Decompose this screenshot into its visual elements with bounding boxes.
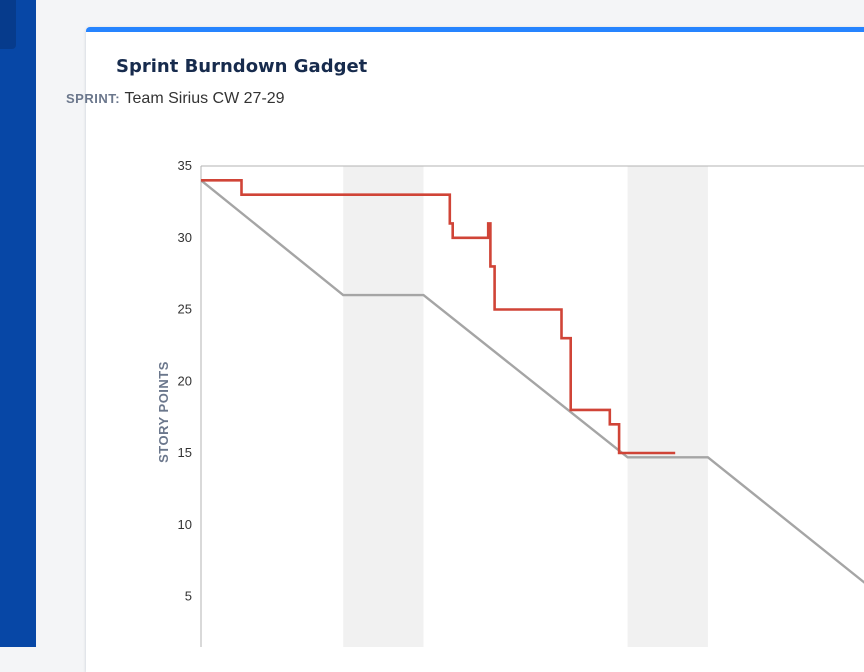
y-tick-label: 25 bbox=[178, 302, 192, 317]
y-axis-label: STORY POINTS bbox=[156, 361, 171, 463]
y-tick-label: 20 bbox=[178, 373, 192, 388]
y-tick-label: 15 bbox=[178, 445, 192, 460]
y-tick-label: 10 bbox=[178, 517, 192, 532]
non-working-day-band bbox=[343, 166, 424, 647]
gadget-title: Sprint Burndown Gadget bbox=[116, 56, 368, 77]
sprint-label: SPRINT: bbox=[66, 91, 121, 106]
y-tick-label: 35 bbox=[178, 158, 192, 173]
sprint-info: SPRINT: Team Sirius CW 27-29 bbox=[66, 90, 285, 108]
burndown-chart: 35 30 25 20 15 10 5 STORY POINTS bbox=[156, 158, 864, 647]
remaining-values-series bbox=[201, 179, 676, 455]
guideline-series bbox=[201, 179, 864, 584]
rail-active-tab[interactable] bbox=[0, 0, 16, 49]
sprint-name: Team Sirius CW 27-29 bbox=[124, 90, 285, 107]
non-working-day-band bbox=[627, 166, 708, 647]
y-tick-label: 30 bbox=[178, 230, 192, 245]
y-tick-label: 5 bbox=[185, 589, 192, 604]
sprint-burndown-gadget: Sprint Burndown Gadget bbox=[86, 27, 864, 672]
left-navigation-rail bbox=[0, 0, 36, 647]
